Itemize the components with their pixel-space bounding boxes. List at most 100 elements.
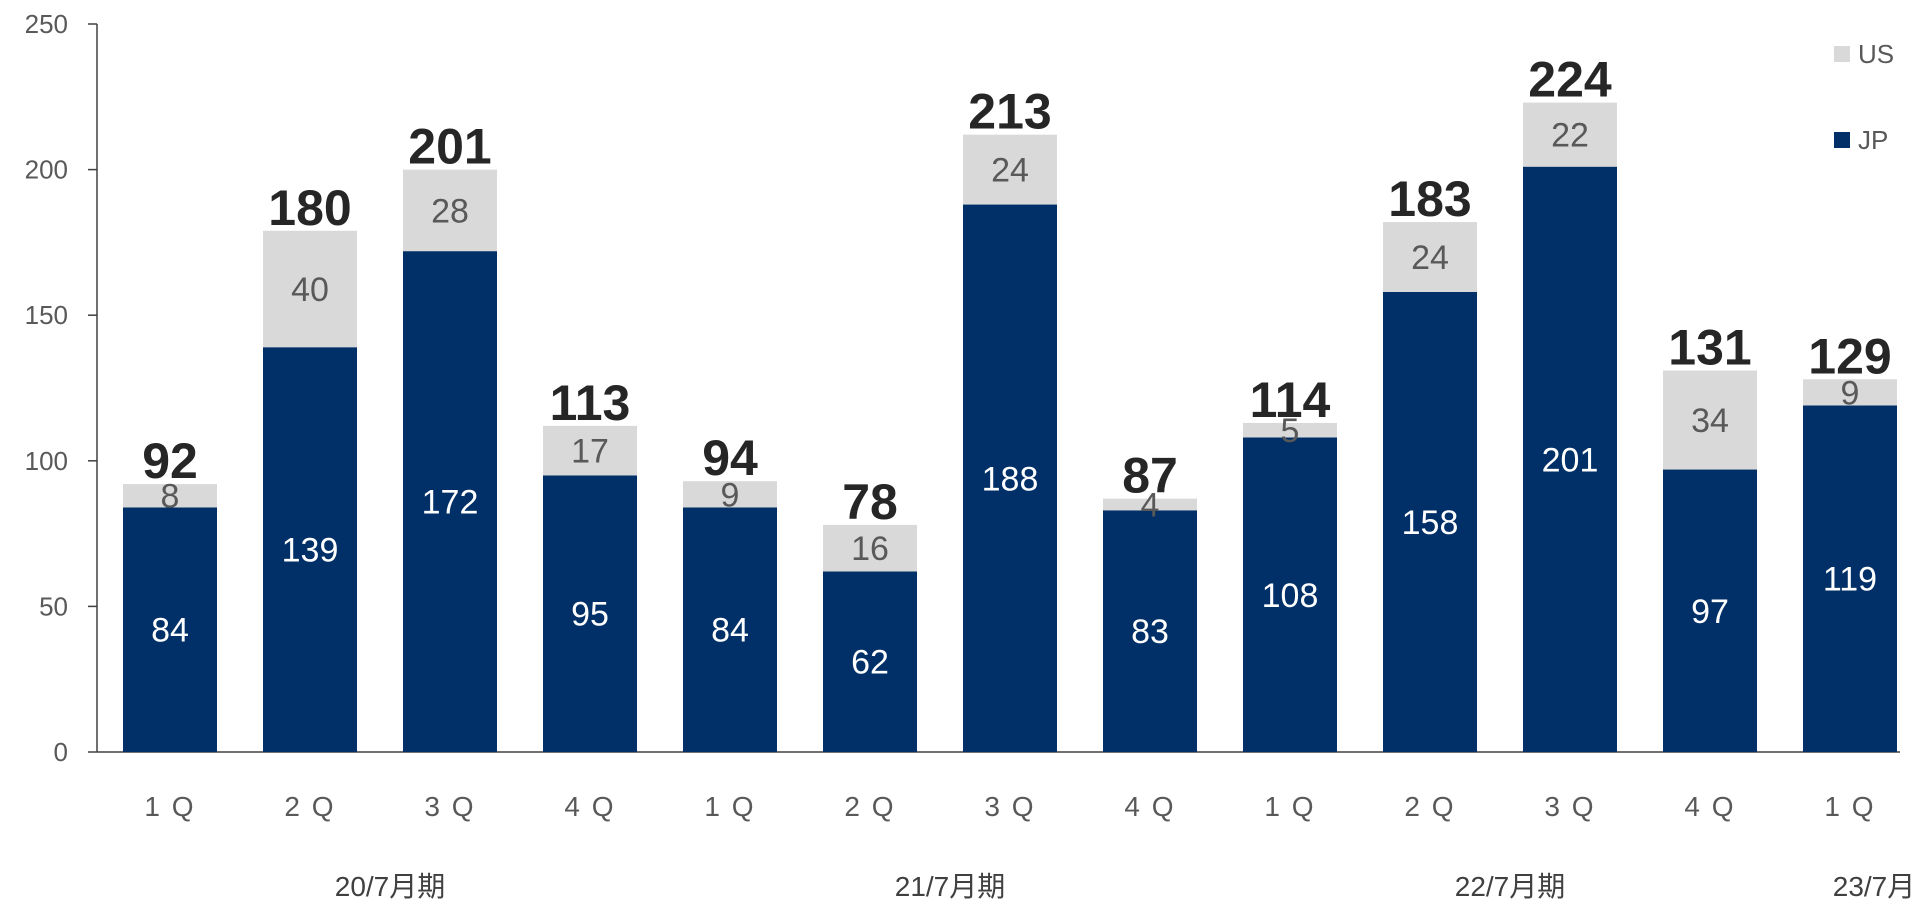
bar-data-label-us: 4 <box>1141 486 1160 524</box>
x-tick-label: 1 Q <box>1264 791 1315 822</box>
x-tick-label: 3 Q <box>1544 791 1595 822</box>
x-group-label: 22/7月期 <box>1455 871 1566 900</box>
bar-total-label: 180 <box>268 180 351 236</box>
bar-segment-jp <box>1523 166 1617 753</box>
bar-segment-jp <box>823 571 917 752</box>
bar-total-label: 92 <box>142 433 198 489</box>
bar-total-label: 201 <box>408 119 491 175</box>
y-tick-label: 0 <box>54 737 68 767</box>
bar-data-label-jp: 108 <box>1262 577 1319 615</box>
bar-stack: 139 40 180 <box>263 180 357 752</box>
x-group-label: 20/7月期 <box>335 871 446 900</box>
bar-segment-jp <box>1243 437 1337 752</box>
bar-segment-us <box>123 484 217 508</box>
x-tick-label: 1 Q <box>704 791 755 822</box>
bar-data-label-jp: 95 <box>571 596 609 634</box>
legend: US JP <box>1834 39 1894 155</box>
bar-total-label: 114 <box>1250 372 1331 428</box>
y-axis: 0 50 100 150 200 250 <box>25 9 1900 767</box>
x-group-label: 21/7月期 <box>895 871 1006 900</box>
x-tick-label: 1 Q <box>144 791 195 822</box>
bar-total-label: 183 <box>1388 171 1471 227</box>
x-tick-label: 4 Q <box>564 791 615 822</box>
bar-segment-jp <box>263 347 357 752</box>
bar-segment-us <box>1243 422 1337 438</box>
x-tick-label: 1 Q <box>1824 791 1875 822</box>
x-tick-label: 3 Q <box>984 791 1035 822</box>
bar-data-label-jp: 83 <box>1131 613 1169 651</box>
x-axis: 1 Q 2 Q 3 Q 4 Q 1 Q 2 Q 3 Q 4 Q 1 Q 2 Q 3 Q 4 Q 1 Q 2… <box>144 791 1914 902</box>
bar-total-label: 129 <box>1808 328 1891 384</box>
bar-stack: 172 28 201 <box>403 119 497 753</box>
bar-stack: 84 994 <box>683 430 777 752</box>
x-tick-label: 4 Q <box>1684 791 1735 822</box>
x-tick-label: 4 Q <box>1124 791 1175 822</box>
x-group-label: 23/7月期 <box>1833 871 1914 900</box>
bar-segment-us <box>1383 222 1477 292</box>
bar-data-label-us: 28 <box>431 192 469 230</box>
bar-stack: 84 892 <box>123 433 217 752</box>
bar-total-label: 131 <box>1668 320 1751 376</box>
bar-data-label-us: 40 <box>291 271 329 309</box>
bar-segment-us <box>1523 102 1617 167</box>
bar-data-label-us: 34 <box>1691 402 1729 440</box>
bar-stack: 188 24 213 <box>963 84 1057 752</box>
bar-total-label: 224 <box>1528 52 1612 108</box>
bar-segment-jp <box>543 475 637 752</box>
legend-label-jp: JP <box>1858 125 1888 155</box>
bar-segment-us <box>1663 370 1757 470</box>
bar-data-label-us: 24 <box>991 152 1029 190</box>
bar-total-label: 213 <box>968 84 1051 140</box>
bar-segment-jp <box>1663 469 1757 752</box>
bar-total-label: 94 <box>702 430 758 486</box>
bar-stack: 201 22 224 <box>1523 52 1617 753</box>
bar-data-label-jp: 119 <box>1823 561 1877 599</box>
bar-stack: 158 24 183 <box>1383 171 1477 752</box>
bar-data-label-jp: 158 <box>1402 504 1459 542</box>
bar-data-label-jp: 172 <box>422 484 479 522</box>
y-tick-label: 200 <box>25 155 68 185</box>
bar-data-label-us: 22 <box>1551 117 1589 155</box>
bar-segment-jp <box>1803 405 1897 752</box>
bar-segment-us <box>403 169 497 252</box>
bar-segment-us <box>1103 498 1197 511</box>
bar-data-label-jp: 139 <box>282 532 339 570</box>
bar-data-label-jp: 97 <box>1691 593 1729 631</box>
bar-segment-us <box>683 481 777 508</box>
bar-data-label-us: 17 <box>571 433 609 471</box>
bar-data-label-jp: 188 <box>982 460 1039 498</box>
bar-data-label-jp: 84 <box>711 612 749 650</box>
y-tick-label: 250 <box>25 9 68 39</box>
bar-total-label: 78 <box>842 474 898 530</box>
bar-data-label-us: 16 <box>851 530 889 568</box>
bar-data-label-us: 9 <box>1841 374 1860 412</box>
bar-stack: 83 487 <box>1103 448 1197 752</box>
bar-segment-jp <box>963 204 1057 752</box>
bar-segment-us <box>1803 379 1897 406</box>
x-tick-label: 3 Q <box>424 791 475 822</box>
y-tick-label: 150 <box>25 300 68 330</box>
bar-data-label-jp: 84 <box>151 612 189 650</box>
y-tick-label: 100 <box>25 446 68 476</box>
y-tick-label: 50 <box>39 591 68 621</box>
bar-total-label: 113 <box>550 375 631 431</box>
bar-segment-us <box>823 524 917 572</box>
bar-data-label-us: 9 <box>721 476 740 514</box>
bar-stack: 97 34 131 <box>1663 320 1757 752</box>
bar-data-label-us: 8 <box>161 478 180 516</box>
x-tick-label: 2 Q <box>284 791 335 822</box>
legend-label-us: US <box>1858 39 1894 69</box>
bar-segment-us <box>963 134 1057 205</box>
bar-segment-us <box>543 425 637 476</box>
bar-segment-jp <box>683 507 777 752</box>
x-tick-label: 2 Q <box>844 791 895 822</box>
bar-segment-jp <box>1383 291 1477 752</box>
legend-swatch-us <box>1834 46 1850 62</box>
bar-segment-us <box>263 230 357 348</box>
